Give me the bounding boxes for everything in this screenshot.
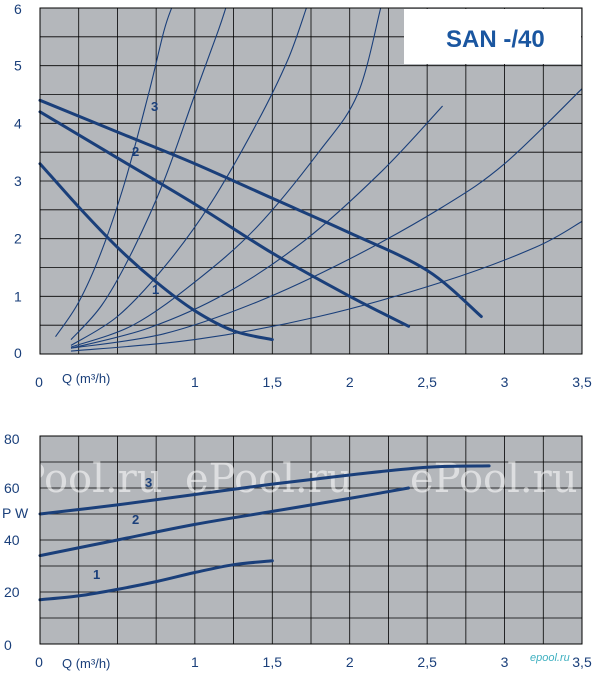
x-tick-label: 1,5	[263, 374, 283, 390]
series-label-1: 1	[93, 567, 100, 582]
power-chart-x-ticks: 0 1 1,5 2 2,5 3 3,5	[35, 654, 592, 670]
series-curve-3	[38, 98, 483, 318]
y-tick-label: 4	[14, 115, 22, 131]
brand-logo: epool.ru	[530, 652, 570, 664]
x-tick-label: 1	[191, 654, 199, 670]
series-label-3: 3	[151, 99, 158, 114]
watermark-text-right: ePool.ru	[410, 456, 578, 502]
system-curve	[70, 88, 583, 349]
x-tick-label: 2,5	[417, 654, 437, 670]
system-curve	[55, 7, 173, 338]
x-tick-label: 3	[501, 374, 509, 390]
head-chart-x-axis-label: Q (m³/h)	[62, 371, 110, 386]
watermark-text-left: ePool.ru	[0, 456, 163, 502]
y-tick-label: 0	[4, 637, 12, 653]
y-tick-label: 60	[4, 480, 20, 496]
y-tick-label: 3	[14, 173, 22, 189]
y-tick-label: 6	[14, 1, 22, 17]
series-curve-2	[38, 110, 411, 328]
system-curve	[70, 7, 307, 346]
series-label-3: 3	[145, 475, 152, 490]
y-tick-label: 2	[14, 231, 22, 247]
x-tick-label: 0	[35, 374, 43, 390]
system-curve	[70, 7, 382, 348]
head-chart-series: 1 2 3	[38, 98, 483, 342]
x-tick-label: 0	[35, 654, 43, 670]
y-tick-label: 0	[14, 345, 22, 361]
series-curve-3	[38, 464, 491, 516]
system-curves	[55, 7, 583, 352]
power-chart-y-ticks: 0 20 40 60 80	[4, 431, 20, 653]
system-curve	[70, 105, 444, 349]
power-chart-y-axis-label: P W	[2, 505, 29, 521]
head-chart-title-box	[404, 9, 581, 64]
y-tick-label: 40	[4, 532, 20, 548]
y-tick-label: 5	[14, 58, 22, 74]
system-curve	[70, 7, 227, 340]
x-tick-label: 2	[346, 374, 354, 390]
x-tick-label: 2,5	[417, 374, 437, 390]
head-chart: SAN -/40 1 2 3 0 1 2 3 4 5 6 0 1 1,5 2 2,5 3 3,5 Q (m³…	[14, 1, 592, 390]
power-chart-x-axis-label: Q (m³/h)	[62, 656, 110, 671]
x-tick-label: 3,5	[572, 654, 592, 670]
system-curve	[70, 220, 583, 352]
head-chart-grid	[40, 8, 582, 354]
series-curve-1	[38, 559, 274, 602]
head-chart-frame	[39, 7, 583, 355]
power-chart-series: 1 2 3	[38, 464, 491, 602]
series-curve-1	[38, 162, 274, 342]
series-curve-2	[38, 486, 411, 558]
head-chart-title: SAN -/40	[446, 26, 545, 53]
x-tick-label: 3	[501, 654, 509, 670]
x-tick-label: 1,5	[263, 654, 283, 670]
head-chart-y-ticks: 0 1 2 3 4 5 6	[14, 1, 22, 361]
head-chart-x-ticks: 0 1 1,5 2 2,5 3 3,5	[35, 374, 592, 390]
series-label-1: 1	[152, 282, 159, 297]
y-tick-label: 1	[14, 288, 22, 304]
x-tick-label: 1	[191, 374, 199, 390]
y-tick-label: 20	[4, 584, 20, 600]
series-label-2: 2	[132, 512, 139, 527]
power-chart: ePool.ru ePool.ru ePool.ru 123 020406080…	[0, 431, 592, 671]
x-tick-label: 2	[346, 654, 354, 670]
series-label-2: 2	[132, 144, 139, 159]
x-tick-label: 3,5	[572, 374, 592, 390]
watermark-layer: ePool.ru ePool.ru ePool.ru	[0, 456, 578, 502]
power-chart-frame	[39, 435, 583, 645]
y-tick-label: 80	[4, 431, 20, 447]
